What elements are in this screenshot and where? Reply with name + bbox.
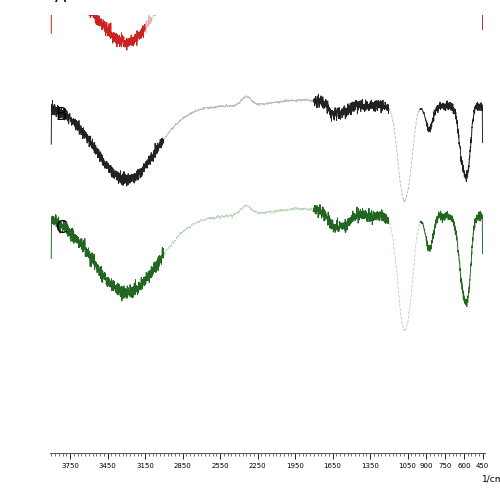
Text: B: B — [55, 106, 66, 124]
X-axis label: 1/cm: 1/cm — [482, 474, 500, 484]
Text: A: A — [55, 0, 66, 6]
Text: C: C — [55, 219, 66, 237]
